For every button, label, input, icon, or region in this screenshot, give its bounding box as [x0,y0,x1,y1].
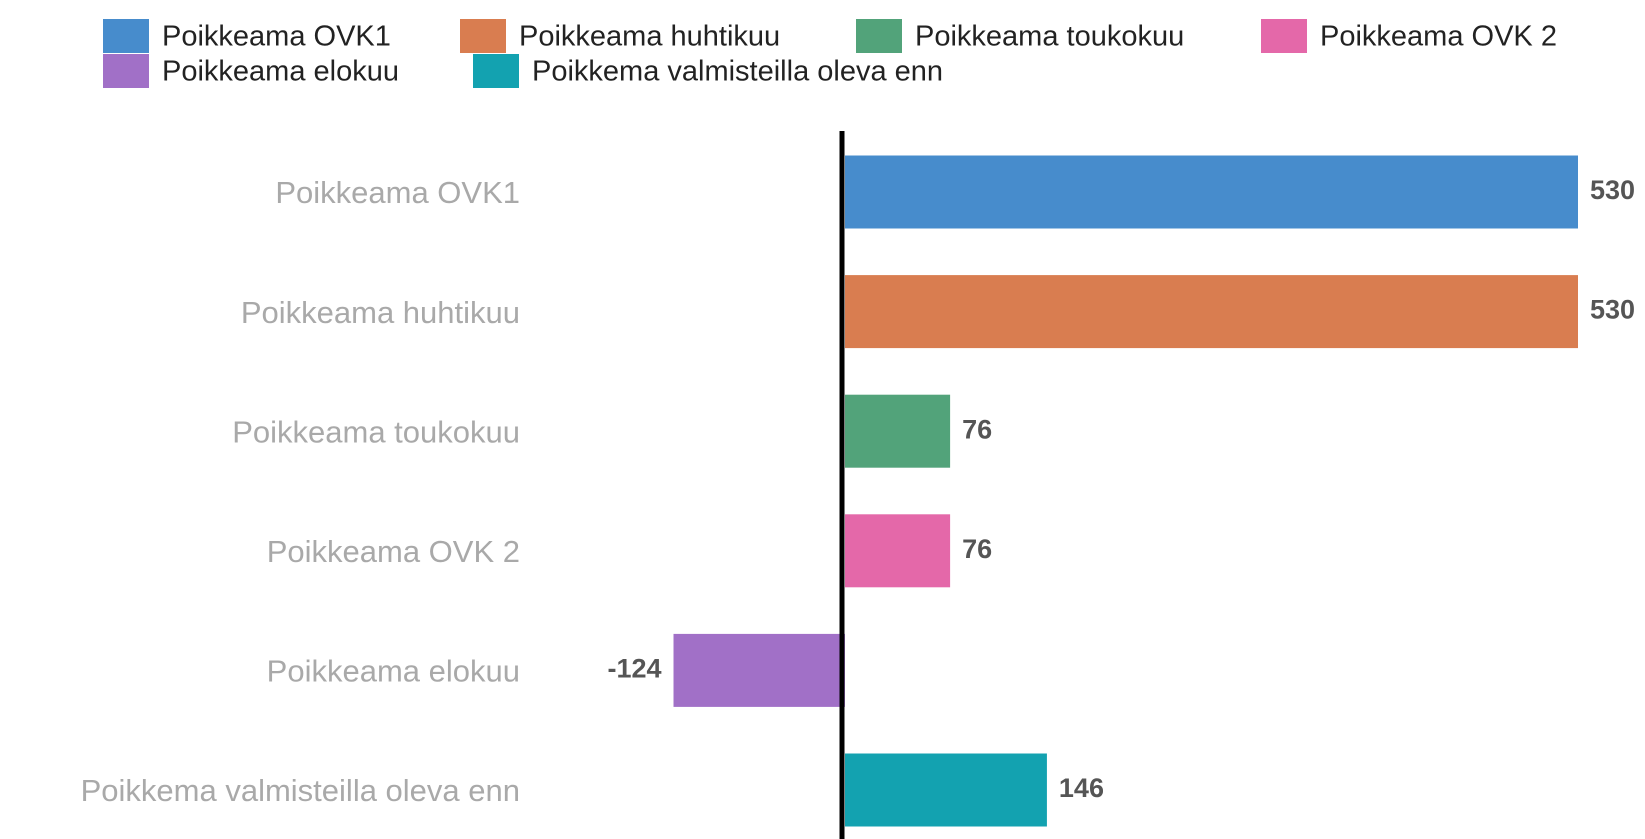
value-label: 146 [1059,773,1104,803]
y-tick-label: Poikkeama OVK1 [275,175,520,210]
legend-label: Poikkeama OVK 2 [1320,21,1557,53]
bar [845,753,1047,827]
legend-swatch [103,54,149,88]
y-tick-label: Poikkeama OVK 2 [267,534,520,569]
legend-swatch [460,19,506,53]
y-tick-label: Poikkeama toukokuu [232,414,520,449]
legend-swatch [856,19,902,53]
y-tick-label: Poikkeama elokuu [267,654,520,689]
legend-label: Poikkema valmisteilla oleva enn [532,56,943,88]
value-label: -124 [607,654,661,684]
bar [845,275,1578,349]
value-label: 76 [962,534,992,564]
bar [845,155,1578,229]
value-label: 76 [962,414,992,444]
y-tick-label: Poikkeama huhtikuu [241,295,520,330]
value-label: 530 [1590,175,1635,205]
legend-label: Poikkeama toukokuu [915,21,1184,53]
legend-swatch [473,54,519,88]
bar [673,633,845,707]
legend-swatch [103,19,149,53]
bar [845,514,951,588]
legend-label: Poikkeama huhtikuu [519,21,780,53]
legend-label: Poikkeama elokuu [162,56,399,88]
legend-label: Poikkeama OVK1 [162,21,391,53]
bar [845,394,951,468]
y-tick-label: Poikkema valmisteilla oleva enn [81,773,520,808]
value-label: 530 [1590,295,1635,325]
legend-swatch [1261,19,1307,53]
